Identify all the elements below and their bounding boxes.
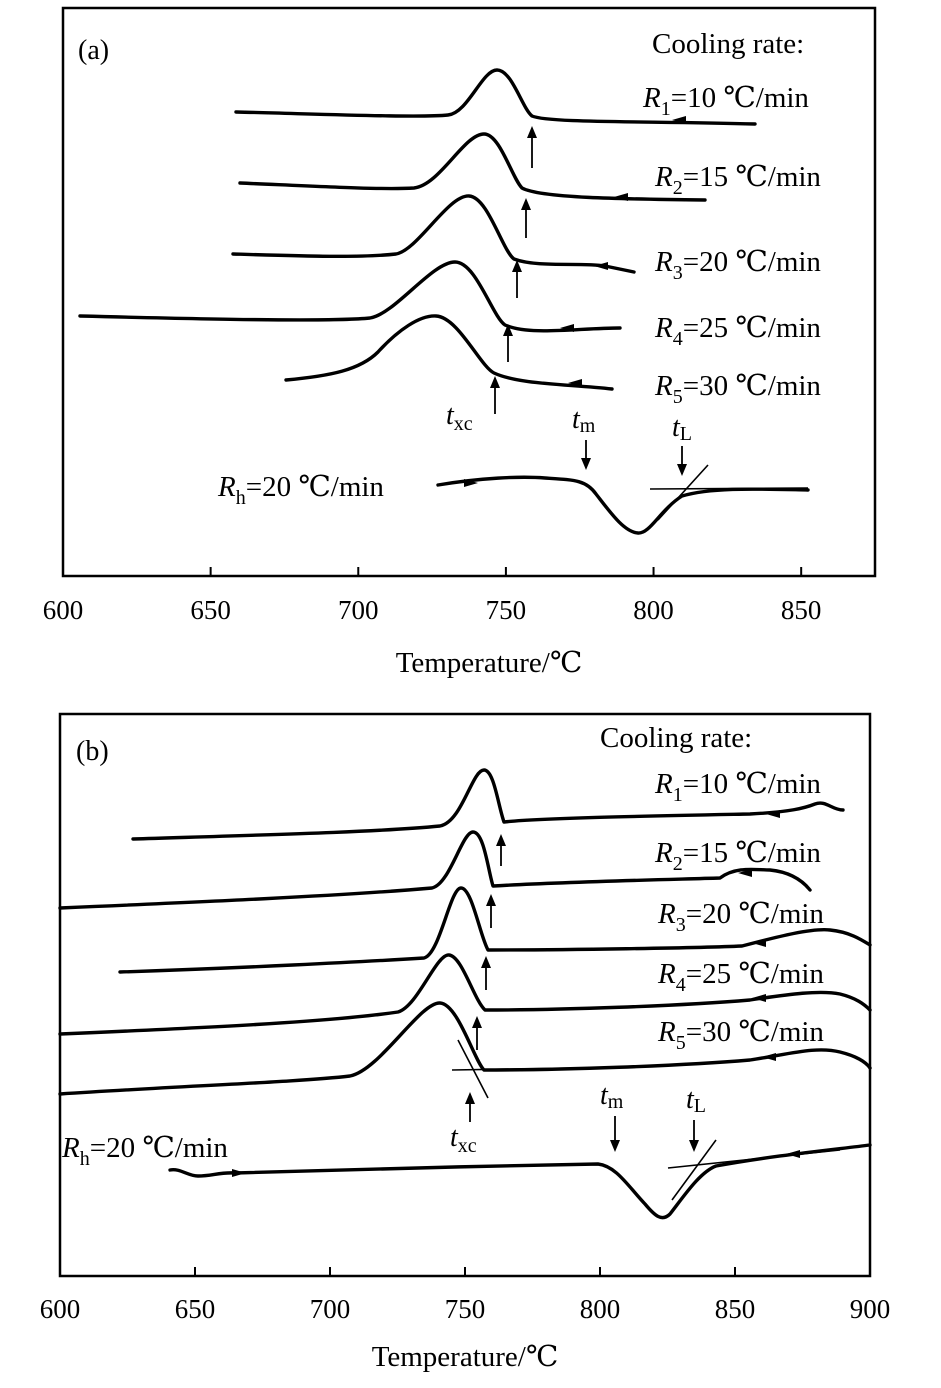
x-tick-label: 600	[40, 1294, 81, 1324]
series-b-r2	[58, 830, 812, 910]
direction-arrow-b1	[766, 810, 780, 818]
x-tick-label: 900	[850, 1294, 891, 1324]
direction-arrow-bh2	[786, 1150, 800, 1158]
rate-label-a2: R2=15 ℃/min	[654, 161, 821, 199]
marker-arrows-b	[610, 1116, 699, 1152]
x-tick-label: 650	[175, 1294, 216, 1324]
onset-arrows-a	[490, 126, 537, 414]
rate-label-b3: R3=20 ℃/min	[657, 898, 824, 936]
series-a-r2	[238, 132, 707, 202]
x-tick-label: 700	[338, 595, 379, 625]
direction-arrow-b4	[752, 994, 766, 1002]
baseline-tangent-a	[649, 487, 809, 490]
x-tick-label: 600	[43, 595, 84, 625]
direction-arrow-a2	[614, 193, 628, 201]
series-a-r1	[234, 68, 757, 126]
slope-tangent-a	[657, 464, 709, 521]
rate-label-a4: R4=25 ℃/min	[654, 312, 821, 350]
x-tick-label: 800	[580, 1294, 621, 1324]
marker-arrows-a	[581, 440, 687, 476]
direction-arrow-ah	[464, 479, 478, 487]
x-tick-label: 850	[781, 595, 822, 625]
panel-label-a: (a)	[78, 35, 109, 66]
direction-arrow-b5	[762, 1053, 776, 1061]
heating-label-a: Rh=20 ℃/min	[217, 471, 384, 509]
tm-label-b: tm	[600, 1080, 624, 1113]
x-axis-label-a: Temperature/℃	[396, 647, 583, 679]
x-ticks-b: 600 650 700 750 800 850 900	[40, 1267, 891, 1324]
tL-label-b: tL	[686, 1084, 706, 1117]
direction-arrow-bh	[232, 1169, 246, 1177]
onset-arrows-b	[465, 834, 506, 1122]
series-b-r1	[131, 768, 845, 841]
txc-label-a: txc	[446, 400, 473, 435]
plot-frame-a	[61, 6, 877, 578]
panel-b: (b) Cooling rate: 600 650 700 750 800 850 900 …	[40, 712, 891, 1373]
x-ticks-a: 600 650 700 750 800 850	[43, 567, 822, 625]
series-a-heating	[436, 475, 810, 535]
series-a-r3	[231, 194, 636, 274]
direction-arrow-b3	[752, 939, 766, 947]
rate-label-b5: R5=30 ℃/min	[657, 1016, 824, 1054]
direction-arrow-a1	[672, 116, 686, 124]
x-axis-label-b: Temperature/℃	[372, 1341, 559, 1373]
panel-a: (a) Cooling rate: 600 650 700 750 800 850 Tem…	[43, 6, 877, 679]
x-tick-label: 700	[310, 1294, 351, 1324]
series-a-r4	[78, 260, 622, 333]
series-b-r3	[118, 886, 872, 974]
legend-title-a: Cooling rate:	[652, 28, 804, 60]
series-a-r5	[284, 314, 614, 391]
rate-label-a3: R3=20 ℃/min	[654, 246, 821, 284]
slope-tangent-b-L	[671, 1139, 717, 1201]
x-tick-label: 750	[445, 1294, 486, 1324]
tL-label-a: tL	[672, 412, 692, 445]
rate-label-b1: R1=10 ℃/min	[654, 768, 821, 806]
tm-label-a: tm	[572, 404, 596, 437]
heating-label-b: Rh=20 ℃/min	[61, 1132, 228, 1170]
slope-tangent-b-xc	[457, 1039, 489, 1099]
direction-arrow-b2	[738, 869, 752, 877]
panel-label-b: (b)	[76, 736, 109, 767]
x-tick-label: 650	[190, 595, 231, 625]
x-tick-label: 800	[633, 595, 674, 625]
x-tick-label: 750	[486, 595, 527, 625]
txc-label-b: txc	[450, 1122, 477, 1157]
direction-arrow-a3	[594, 262, 608, 270]
series-b-heating	[168, 1143, 872, 1220]
rate-label-a5: R5=30 ℃/min	[654, 370, 821, 408]
direction-arrow-a5	[568, 379, 582, 387]
baseline-tangent-b-L	[667, 1149, 841, 1169]
rate-label-b2: R2=15 ℃/min	[654, 837, 821, 875]
rate-label-b4: R4=25 ℃/min	[657, 958, 824, 996]
legend-title-b: Cooling rate:	[600, 722, 752, 754]
rate-label-a1: R1=10 ℃/min	[642, 82, 809, 120]
series-b-r5	[58, 1001, 872, 1096]
series-b-r4	[58, 953, 872, 1036]
direction-arrow-a4	[560, 324, 574, 332]
x-tick-label: 850	[715, 1294, 756, 1324]
